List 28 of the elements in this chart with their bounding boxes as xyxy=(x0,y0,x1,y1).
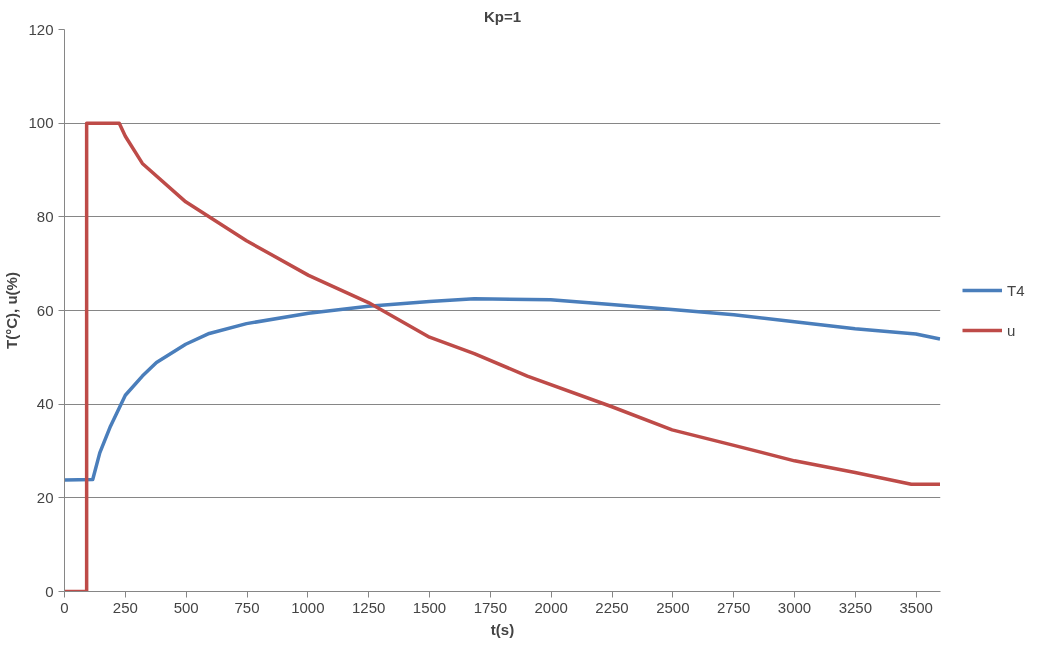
y-tick-label: 100 xyxy=(28,114,54,132)
x-tick-label: 250 xyxy=(112,598,138,616)
chart-title: Kp=1 xyxy=(483,7,522,25)
x-tick-label: 3000 xyxy=(777,598,812,616)
legend-label: T4 xyxy=(1007,281,1026,299)
x-tick-label: 3250 xyxy=(838,598,873,616)
x-tick-label: 2000 xyxy=(534,598,568,616)
y-tick-label: 40 xyxy=(36,395,54,413)
y-tick-label: 20 xyxy=(36,488,54,506)
y-tick-label: 120 xyxy=(28,20,54,38)
y-tick-label: 80 xyxy=(36,207,54,225)
x-tick-label: 1000 xyxy=(291,598,325,616)
x-tick-label: 500 xyxy=(173,598,199,616)
x-tick-label: 1750 xyxy=(473,598,508,616)
x-tick-label: 1250 xyxy=(351,598,386,616)
y-tick-label: 0 xyxy=(45,582,54,600)
line-series xyxy=(64,297,941,482)
y-axis-title: T(°C), u(%) xyxy=(3,272,21,349)
x-tick-label: 2500 xyxy=(656,598,690,616)
x-tick-label: 3500 xyxy=(899,598,933,616)
x-tick-label: 2750 xyxy=(716,598,751,616)
y-tick-label: 60 xyxy=(36,301,54,319)
x-tick-label: 0 xyxy=(60,598,69,616)
x-axis-title: t(s) xyxy=(490,620,515,638)
x-tick-label: 2250 xyxy=(595,598,629,616)
legend-label: u xyxy=(1007,321,1017,339)
x-tick-label: 750 xyxy=(234,598,260,616)
x-tick-label: 1500 xyxy=(412,598,447,616)
